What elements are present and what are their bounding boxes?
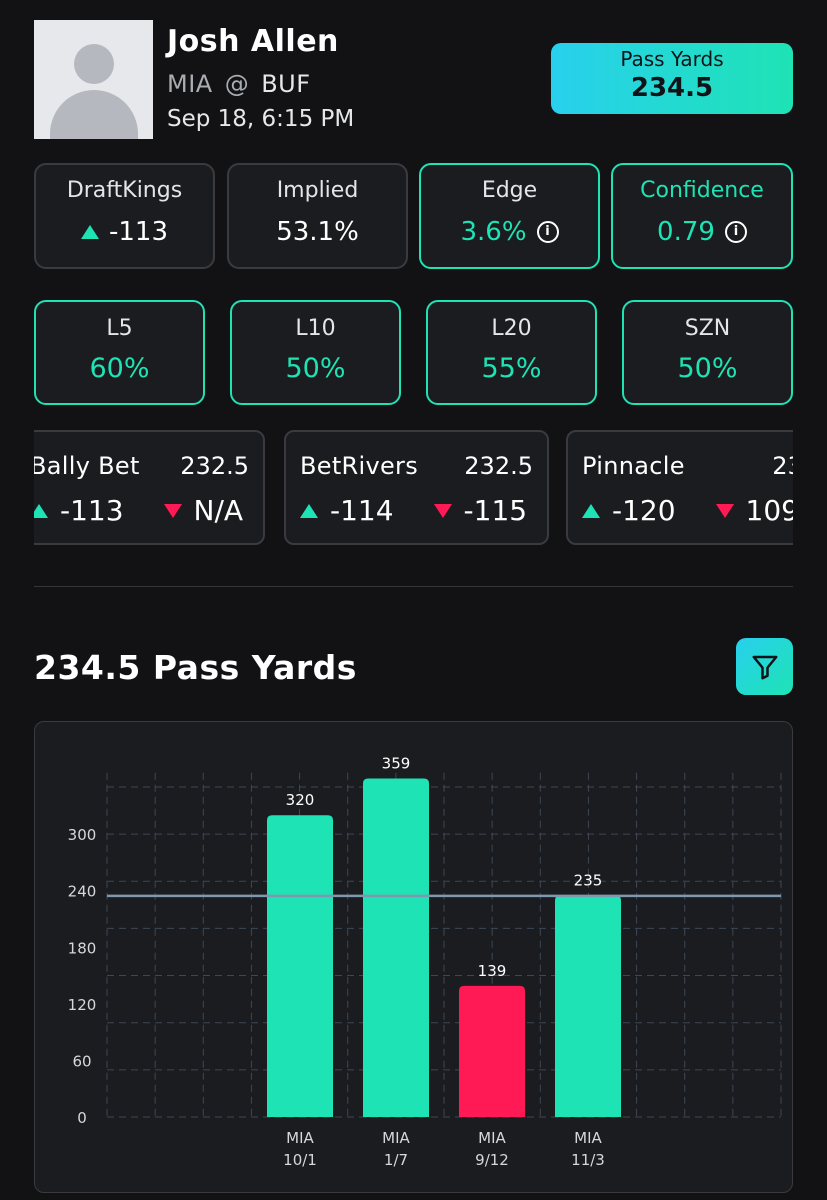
book-label: DraftKings — [66, 178, 183, 203]
y-tick-label: 120 — [68, 996, 97, 1014]
hit-rate-value: 55% — [481, 353, 542, 384]
hit-rate-card-l10[interactable]: L10 50% — [230, 300, 401, 405]
sportsbook-card[interactable]: Bally Bet 232.5 -113 N/A — [34, 430, 265, 545]
sportsbook-odds: -113 N/A — [34, 494, 243, 527]
y-tick-label: 300 — [68, 826, 97, 844]
prop-line: 234.5 — [630, 73, 714, 103]
chart-title: 234.5 Pass Yards — [34, 648, 357, 687]
home-team: BUF — [261, 70, 311, 98]
over-odds: -113 — [60, 494, 124, 527]
y-tick-label: 0 — [77, 1109, 87, 1127]
away-team: MIA — [167, 70, 213, 98]
triangle-down-icon — [163, 503, 182, 518]
book-odds-card[interactable]: DraftKings -113 — [34, 163, 215, 269]
confidence-card[interactable]: Confidence 0.79 i — [611, 163, 793, 269]
sportsbook-name: BetRivers — [300, 452, 419, 480]
player-avatar — [34, 20, 153, 139]
sportsbook-card[interactable]: Pinnacle 233.5 -120 109 — [566, 430, 793, 545]
info-icon[interactable]: i — [536, 221, 559, 243]
avatar-head-shape — [74, 44, 114, 84]
filter-button[interactable] — [736, 638, 793, 695]
confidence-value: 0.79 — [657, 217, 715, 247]
triangle-down-icon — [433, 503, 452, 518]
matchup: MIA @ BUF — [167, 70, 323, 98]
bar-chart: 0 60 120 180 240 300 320 MIA 10/1 359 MIA 1/7 139 MIA… — [68, 754, 782, 1169]
at-symbol: @ — [224, 70, 250, 98]
triangle-down-icon — [715, 503, 734, 518]
implied-card: Implied 53.1% — [227, 163, 408, 269]
chart-bar — [267, 815, 333, 1117]
under-odds: -115 — [463, 494, 528, 527]
filter-icon — [752, 655, 777, 679]
sportsbook-line: 232.5 — [180, 452, 249, 480]
x-tick-team: MIA — [382, 1129, 410, 1147]
bar-value-label: 320 — [286, 791, 315, 809]
hit-rate-value: 50% — [677, 353, 738, 384]
y-tick-label: 240 — [68, 883, 97, 901]
hit-rate-card-l20[interactable]: L20 55% — [426, 300, 597, 405]
chart-bar — [555, 895, 621, 1117]
player-name: Josh Allen — [167, 24, 339, 59]
avatar-body-shape — [50, 90, 138, 139]
sportsbook-name: Bally Bet — [34, 452, 140, 480]
x-tick-date: 9/12 — [475, 1151, 509, 1169]
x-tick-date: 10/1 — [283, 1151, 317, 1169]
edge-value: 3.6% — [460, 217, 527, 247]
hit-rate-card-szn[interactable]: SZN 50% — [622, 300, 793, 405]
sportsbook-line: 232.5 — [464, 452, 533, 480]
bar-value-label: 235 — [574, 871, 603, 889]
implied-value: 53.1% — [276, 217, 359, 247]
bar-value-label: 139 — [478, 962, 507, 980]
sportsbook-odds: -120 109 — [582, 494, 793, 527]
edge-value-row: 3.6% i — [421, 217, 598, 247]
sportsbook-carousel[interactable]: Bally Bet 232.5 -113 N/A BetRivers 232.5… — [34, 430, 793, 546]
confidence-label: Confidence — [640, 178, 764, 203]
game-time: Sep 18, 6:15 PM — [167, 106, 355, 132]
x-tick-date: 1/7 — [384, 1151, 408, 1169]
x-tick-team: MIA — [574, 1129, 602, 1147]
under-odds: N/A — [193, 494, 244, 527]
hit-rate-label: L10 — [295, 316, 336, 341]
chart-panel: 0 60 120 180 240 300 320 MIA 10/1 359 MIA 1/7 139 MIA… — [34, 721, 793, 1193]
sportsbook-name: Pinnacle — [582, 452, 685, 480]
triangle-up-icon — [34, 503, 48, 518]
confidence-value-row: 0.79 i — [613, 217, 791, 247]
bar-value-label: 359 — [382, 754, 411, 772]
hit-rate-label: SZN — [684, 316, 731, 341]
edge-card[interactable]: Edge 3.6% i — [419, 163, 600, 269]
hit-rate-card-l5[interactable]: L5 60% — [34, 300, 205, 405]
sportsbook-card[interactable]: BetRivers 232.5 -114 -115 — [284, 430, 549, 545]
under-odds: 109 — [745, 494, 793, 527]
hit-rate-label: L20 — [491, 316, 532, 341]
y-tick-label: 60 — [72, 1052, 91, 1070]
x-tick-team: MIA — [478, 1129, 506, 1147]
book-odds: -113 — [36, 217, 213, 247]
edge-label: Edge — [481, 178, 538, 203]
x-tick-date: 11/3 — [571, 1151, 605, 1169]
sportsbook-odds: -114 -115 — [300, 494, 527, 527]
triangle-up-icon — [80, 225, 99, 239]
x-tick-team: MIA — [286, 1129, 314, 1147]
section-divider — [34, 586, 793, 587]
hit-rate-value: 50% — [285, 353, 346, 384]
prop-badge[interactable]: Pass Yards 234.5 — [551, 43, 793, 114]
chart-bar — [459, 985, 525, 1117]
hit-rate-label: L5 — [106, 316, 133, 341]
sportsbook-line: 233.5 — [772, 452, 793, 480]
over-odds: -114 — [330, 494, 394, 527]
triangle-up-icon — [582, 503, 600, 518]
over-odds: -120 — [612, 494, 676, 527]
chart-bar — [363, 778, 429, 1117]
implied-label: Implied — [276, 178, 359, 203]
hit-rate-value: 60% — [89, 353, 150, 384]
book-odds-value: -113 — [108, 217, 168, 247]
triangle-up-icon — [300, 503, 318, 518]
y-tick-label: 180 — [68, 939, 97, 957]
info-icon[interactable]: i — [724, 221, 747, 243]
prop-label: Pass Yards — [620, 47, 724, 71]
